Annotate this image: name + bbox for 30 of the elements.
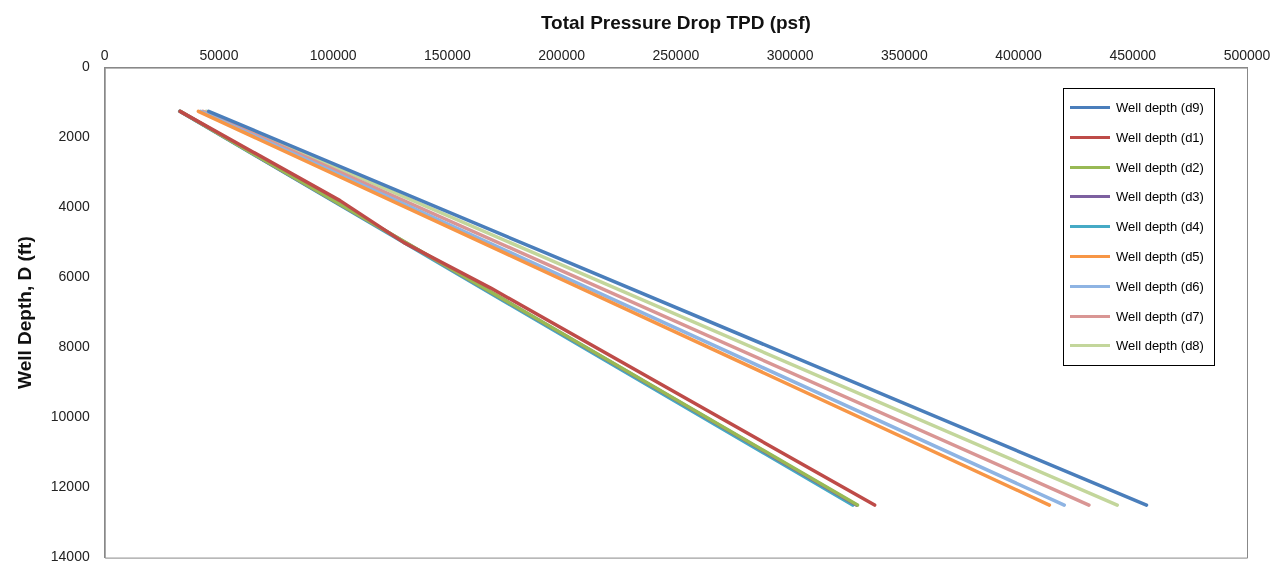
legend-label: Well depth (d7)	[1116, 308, 1204, 324]
x-tick-label: 250000	[652, 47, 700, 64]
y-tick-label: 14000	[50, 548, 90, 565]
x-tick-label: 50000	[199, 47, 239, 64]
legend-label: Well depth (d1)	[1116, 129, 1204, 145]
y-tick-label: 2000	[58, 128, 90, 145]
y-tick-label: 6000	[58, 268, 90, 285]
y-tick-label: 8000	[58, 338, 90, 355]
x-tick-label: 300000	[766, 47, 814, 64]
y-tick-label: 12000	[50, 478, 90, 495]
legend-label: Well depth (d9)	[1116, 99, 1204, 115]
y-tick-label: 10000	[50, 408, 90, 425]
legend-label: Well depth (d6)	[1116, 278, 1204, 294]
x-tick-label: 350000	[880, 47, 928, 64]
x-tick-label: 100000	[309, 47, 357, 64]
legend-label: Well depth (d5)	[1116, 248, 1204, 264]
x-tick-label: 500000	[1223, 47, 1271, 64]
x-tick-label: 200000	[538, 47, 586, 64]
y-tick-label: 4000	[58, 198, 90, 215]
x-axis-title: Total Pressure Drop TPD (psf)	[540, 11, 811, 33]
y-tick-label: 0	[81, 58, 90, 75]
legend-label: Well depth (d2)	[1116, 159, 1204, 175]
x-tick-label: 150000	[424, 47, 471, 64]
x-tick-label: 400000	[995, 47, 1043, 64]
x-tick-label: 0	[100, 47, 109, 64]
y-axis-title: Well Depth, D (ft)	[13, 236, 35, 389]
legend-label: Well depth (d3)	[1116, 189, 1204, 205]
x-tick-label: 450000	[1109, 47, 1157, 64]
legend-label: Well depth (d8)	[1116, 338, 1204, 354]
legend-label: Well depth (d4)	[1116, 219, 1204, 235]
